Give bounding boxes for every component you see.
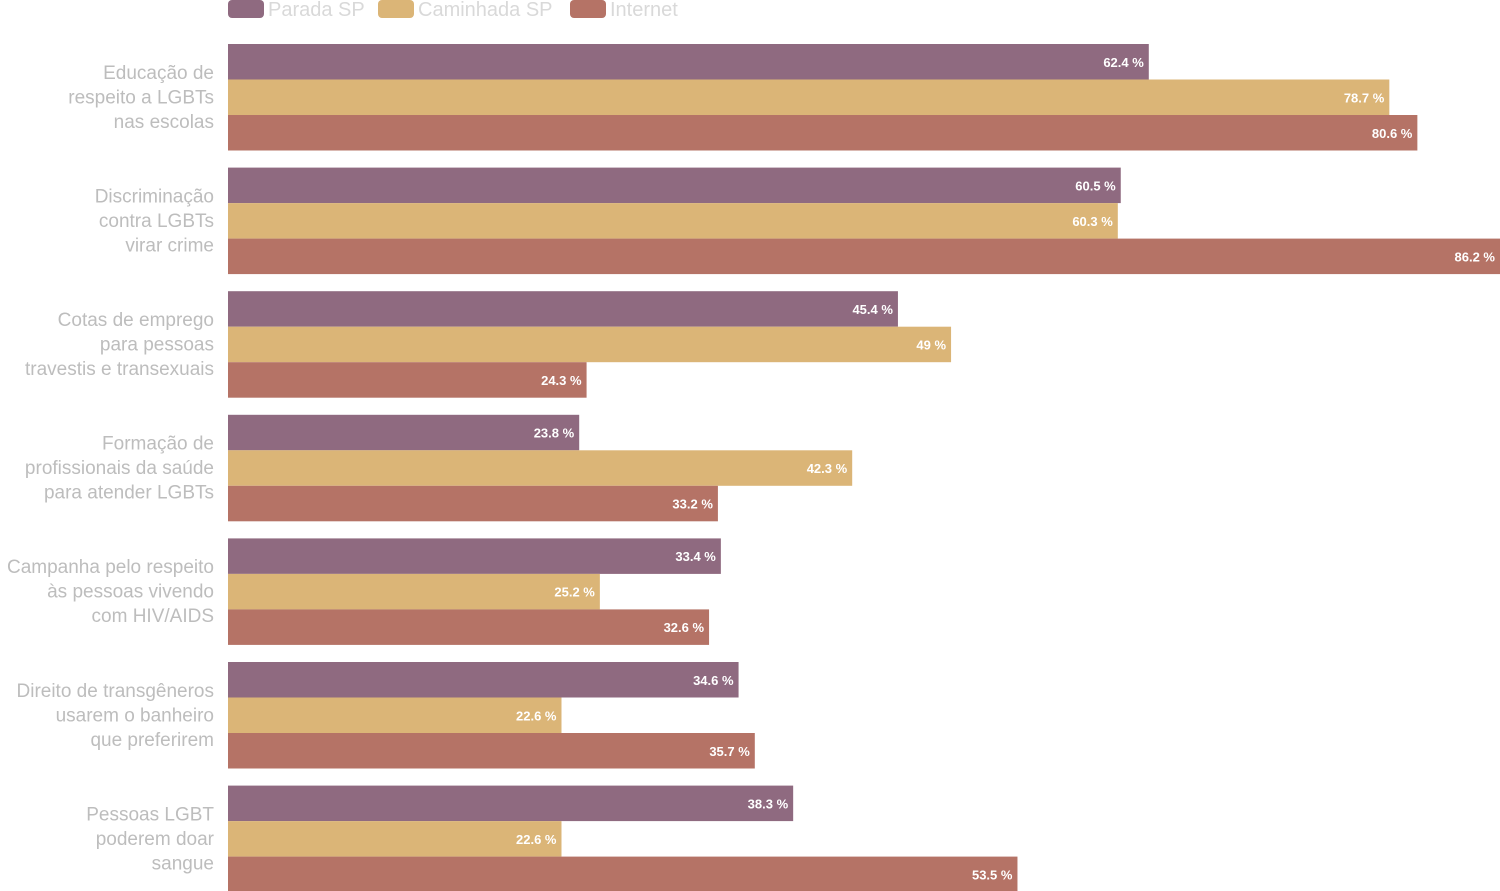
bar: [228, 662, 739, 698]
data-label: 60.5 %: [1075, 178, 1116, 193]
data-label: 33.2 %: [672, 497, 713, 512]
category-label: Formação de profissionais da saúde para at…: [25, 434, 214, 504]
legend-swatch: [570, 0, 606, 18]
data-label: 24.3 %: [541, 373, 582, 388]
bar: [228, 609, 710, 645]
data-label: 78.7 %: [1344, 90, 1385, 105]
bar: [228, 115, 1418, 151]
bar: [228, 167, 1121, 204]
data-label: 80.6 %: [1372, 126, 1413, 141]
legend-label: Caminhada SP: [418, 0, 553, 21]
category-label: Direito de transgêneros usarem o banheiro…: [17, 681, 215, 751]
bar: [228, 326, 952, 363]
data-label: 25.2 %: [554, 585, 595, 600]
legend-swatch: [228, 0, 264, 18]
bar: [228, 538, 721, 574]
bar: [228, 821, 562, 857]
data-label: 86.2 %: [1455, 249, 1496, 264]
bar: [228, 291, 898, 327]
data-label: 22.6 %: [516, 832, 557, 847]
bar: [228, 485, 718, 522]
legend-label: Internet: [610, 0, 678, 21]
legend-label: Parada SP: [268, 0, 365, 21]
data-label: 22.6 %: [516, 708, 557, 723]
data-label: 62.4 %: [1103, 55, 1144, 70]
bar: [228, 573, 600, 610]
category-label: Cotas de emprego para pessoas travestis e …: [25, 310, 214, 380]
category-label: Campanha pelo respeito às pessoas vivendo…: [7, 557, 214, 627]
category-label: Pessoas LGBT poderem doar sangue: [86, 804, 214, 874]
data-label: 34.6 %: [693, 673, 734, 688]
bar: [228, 414, 580, 451]
data-label: 38.3 %: [748, 796, 789, 811]
bar: [228, 238, 1500, 275]
bar: [228, 79, 1390, 115]
data-label: 53.5 %: [972, 867, 1013, 882]
legend-swatch: [378, 0, 414, 18]
bar: [228, 785, 794, 822]
data-label: 33.4 %: [675, 549, 716, 564]
data-label: 60.3 %: [1072, 214, 1113, 229]
bar: [228, 733, 755, 769]
category-label: Discriminação contra LGBTs virar crime: [95, 186, 214, 256]
category-label: Educação de respeito a LGBTs nas escolas: [68, 63, 214, 133]
data-label: 49 %: [916, 337, 946, 352]
bar: [228, 450, 853, 486]
data-label: 35.7 %: [709, 744, 750, 759]
data-label: 23.8 %: [534, 426, 575, 441]
bar: [228, 203, 1118, 239]
data-label: 32.6 %: [664, 620, 705, 635]
data-label: 42.3 %: [807, 461, 848, 476]
data-label: 45.4 %: [852, 302, 893, 317]
bar: [228, 856, 1018, 891]
bar: [228, 44, 1149, 80]
bar: [228, 697, 562, 733]
bar: [228, 362, 587, 398]
